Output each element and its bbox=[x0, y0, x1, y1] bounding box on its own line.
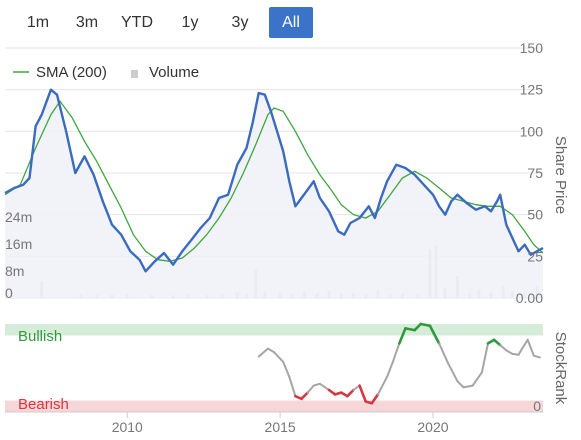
range-1m-button[interactable]: 1m bbox=[26, 14, 50, 31]
price-tick-label: 0.00 bbox=[516, 290, 543, 306]
range-selector: 1m 3m YTD 1y 3y All bbox=[0, 0, 581, 44]
price-tick-label: 75 bbox=[527, 165, 543, 181]
stockrank-segment bbox=[273, 351, 285, 363]
stockrank-segment bbox=[438, 342, 450, 365]
stockrank-segment bbox=[456, 380, 465, 389]
sma-legend-label[interactable]: SMA (200) bbox=[36, 64, 107, 81]
stockrank-segment bbox=[532, 354, 541, 359]
stockrank-segment bbox=[520, 338, 529, 351]
stockrank-segment bbox=[312, 382, 321, 387]
legend: SMA (200) Volume bbox=[13, 64, 199, 81]
stockrank-segment bbox=[306, 384, 315, 394]
price-area-fill bbox=[5, 89, 543, 298]
stockrank-segment bbox=[370, 393, 380, 405]
price-tick-label: 100 bbox=[520, 123, 544, 139]
sma-200-line bbox=[4, 100, 544, 262]
stockrank-segment bbox=[499, 344, 508, 352]
volume-tick-label: 16m bbox=[5, 236, 32, 252]
x-axis-ticks: 2010 2015 2020 bbox=[5, 411, 543, 435]
stockrank-segment bbox=[376, 375, 389, 396]
range-3y-button[interactable]: 3y bbox=[231, 14, 249, 31]
volume-legend-swatch bbox=[131, 70, 138, 78]
stockrank-segment bbox=[511, 352, 520, 356]
stockrank-segment bbox=[447, 362, 459, 383]
price-tick-label: 150 bbox=[520, 40, 544, 56]
stockrank-segment bbox=[404, 327, 416, 332]
volume-tick-label: 8m bbox=[5, 263, 24, 279]
volume-tick-label: 0 bbox=[5, 285, 13, 301]
stockrank-segment bbox=[428, 324, 441, 345]
price-tick-label: 50 bbox=[527, 207, 543, 223]
price-tick-label: 125 bbox=[520, 82, 544, 98]
x-tick-label: 2015 bbox=[265, 419, 296, 435]
share-price-axis-title: Share Price bbox=[552, 136, 569, 214]
stockrank-segment bbox=[492, 338, 502, 347]
stockrank-segment bbox=[392, 342, 401, 362]
stockrank-segment bbox=[318, 382, 331, 391]
stockrank-tick-label: 0 bbox=[533, 398, 541, 414]
price-tick-label: 25 bbox=[527, 248, 543, 264]
bearish-label: Bearish bbox=[18, 396, 69, 413]
stockrank-segment bbox=[480, 342, 489, 374]
stockrank-segment bbox=[471, 371, 483, 387]
range-3m-button[interactable]: 3m bbox=[75, 14, 99, 31]
stockrank-line bbox=[257, 322, 541, 405]
stockrank-segment bbox=[288, 375, 297, 398]
range-all-button[interactable]: All bbox=[269, 7, 313, 38]
stockrank-segment bbox=[398, 327, 407, 345]
stockrank-segment bbox=[300, 391, 309, 401]
stockrank-segment bbox=[386, 359, 395, 378]
stockrank-segment bbox=[419, 322, 432, 328]
bullish-label: Bullish bbox=[18, 328, 62, 345]
stockrank-axis-title: StockRank bbox=[552, 332, 569, 405]
stockrank-segment bbox=[346, 388, 355, 398]
stockrank-segment bbox=[517, 348, 523, 356]
x-tick-label: 2020 bbox=[417, 419, 448, 435]
stockrank-segment bbox=[282, 360, 291, 378]
stockrank-segment bbox=[257, 347, 269, 358]
stockrank-axis-ticks: 0 bbox=[533, 398, 541, 414]
volume-axis-ticks: 0 8m 16m 24m bbox=[5, 209, 32, 301]
range-1y-button[interactable]: 1y bbox=[181, 14, 199, 31]
volume-tick-label: 24m bbox=[5, 209, 32, 225]
stockrank-segment bbox=[266, 347, 275, 354]
stockrank-segment bbox=[462, 384, 474, 389]
volume-legend-label[interactable]: Volume bbox=[149, 64, 199, 81]
stockrank-segment bbox=[413, 322, 423, 332]
bearish-band bbox=[5, 400, 543, 412]
stockrank-segment bbox=[358, 384, 368, 403]
stockrank-segment bbox=[505, 349, 514, 355]
stockrank-segment bbox=[526, 338, 535, 357]
x-tick-label: 2010 bbox=[112, 419, 143, 435]
price-axis-ticks: 0.00 25 50 75 100 125 150 bbox=[516, 40, 543, 306]
price-line bbox=[4, 88, 544, 273]
range-ytd-button[interactable]: YTD bbox=[121, 14, 153, 31]
bullish-band bbox=[5, 324, 543, 336]
